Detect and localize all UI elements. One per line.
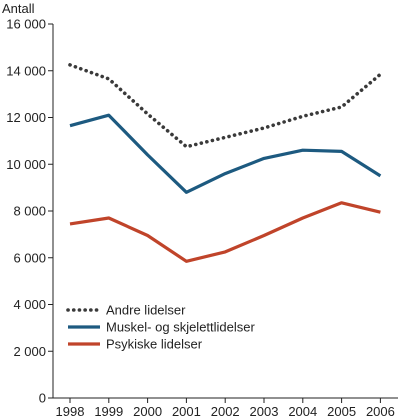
x-tick-label: 2003 <box>250 404 279 419</box>
y-tick-label: 14 000 <box>6 63 46 78</box>
series-lines <box>68 63 383 263</box>
y-axis-title: Antall <box>2 1 35 16</box>
y-tick-label: 6 000 <box>13 250 46 265</box>
x-tick-label: 2004 <box>288 404 317 419</box>
series-line-3 <box>69 201 381 263</box>
series-line-2 <box>69 113 382 194</box>
x-tick-label: 2001 <box>172 404 201 419</box>
series-line-1 <box>68 63 383 149</box>
legend: Andre lidelser Muskel- og skjelettlidelse… <box>66 303 256 352</box>
y-tick-label: 10 000 <box>6 157 46 172</box>
x-tick-label: 2000 <box>133 404 162 419</box>
y-tick-label: 8 000 <box>13 204 46 219</box>
legend-label-2: Muskel- og skjelettlidelser <box>106 320 256 335</box>
y-tick-label: 16 000 <box>6 17 46 32</box>
x-tick-label: 2006 <box>366 404 395 419</box>
x-axis: 1998 1999 2000 2001 2002 2003 2004 2005 2006 <box>53 397 398 419</box>
x-tick-label: 1999 <box>94 404 123 419</box>
x-tick-label: 2002 <box>211 404 240 419</box>
y-tick-label: 4 000 <box>13 297 46 312</box>
y-tick-label: 2 000 <box>13 344 46 359</box>
y-axis: 0 2 000 4 000 6 000 8 000 10 000 12 000 14 000 1… <box>6 17 54 406</box>
y-tick-label: 0 <box>39 391 46 406</box>
legend-label-3: Psykiske lidelser <box>106 337 203 352</box>
x-tick-label: 2005 <box>327 404 356 419</box>
x-tick-label: 1998 <box>56 404 85 419</box>
y-tick-label: 12 000 <box>6 110 46 125</box>
legend-label-1: Andre lidelser <box>106 303 186 318</box>
